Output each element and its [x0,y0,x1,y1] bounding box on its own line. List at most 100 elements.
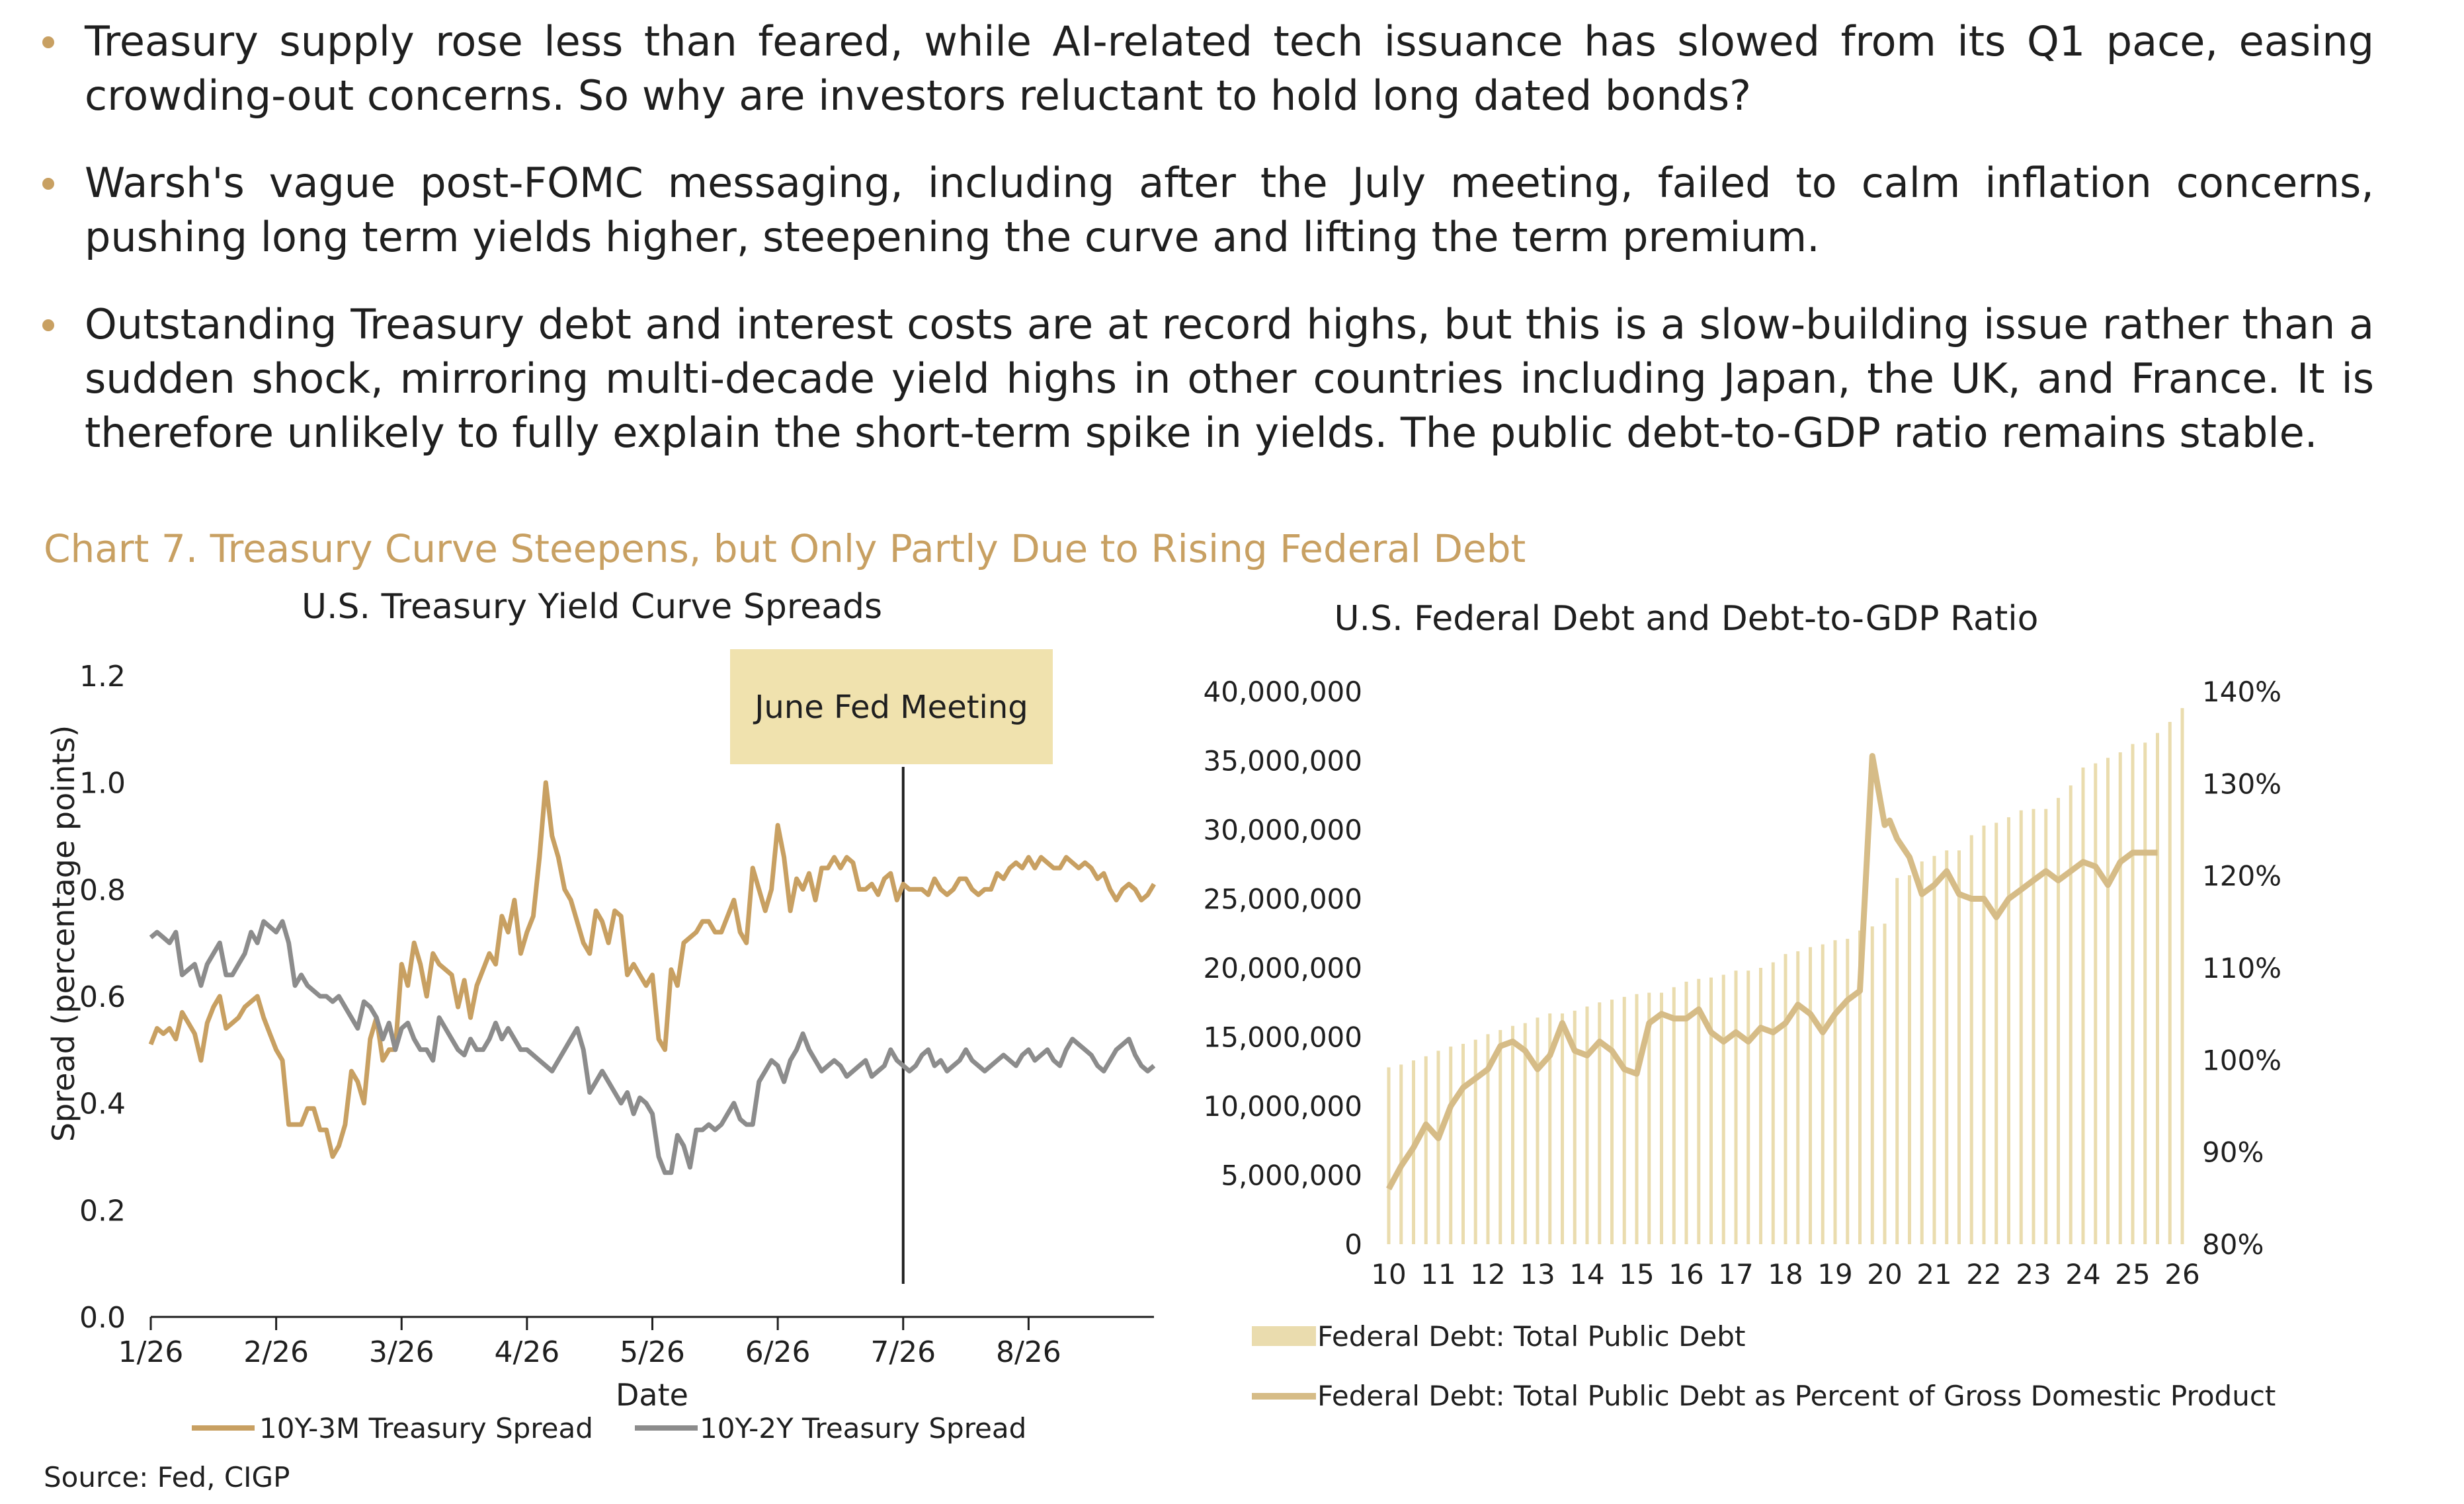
x-tick-label: 22 [1966,1258,2001,1290]
x-tick-label: 23 [2016,1258,2051,1290]
y-tick-label: 0.8 [79,873,126,907]
debt-bar [1957,850,1961,1244]
debt-bar [1660,992,1663,1244]
debt-bar [2032,809,2035,1244]
y-left-tick-label: 30,000,000 [1204,814,1362,846]
debt-bar [1635,994,1639,1244]
debt-bar [1846,939,1850,1244]
debt-bar [1746,970,1750,1244]
x-tick-label: 1/26 [118,1335,184,1369]
chart-heading: Chart 7. Treasury Curve Steepens, but On… [44,526,1526,571]
x-tick-label: 15 [1619,1258,1654,1290]
y-tick-label: 0.6 [79,980,126,1014]
debt-bar [1759,968,1762,1244]
x-axis-ticks: 10 11 12 13 14 15 16 17 18 19 20 21 22 23 24 25 26 [1371,1258,2199,1290]
debt-bar [1622,996,1626,1244]
x-tick-label: 20 [1867,1258,1902,1290]
debt-bar [2131,744,2135,1244]
debt-bar [1511,1025,1514,1244]
debt-bar [1499,1030,1502,1244]
y-right-tick-label: 140% [2202,676,2281,708]
x-tick-label: 13 [1520,1258,1555,1290]
debt-bar [2044,809,2048,1244]
debt-bar [1424,1056,1428,1244]
debt-bar [2057,797,2060,1244]
x-axis-ticks: 1/26 2/26 3/26 4/26 5/26 6/26 7/26 8/26 [118,1317,1061,1369]
debt-bar [1994,822,1998,1244]
debt-bar [1486,1034,1490,1244]
debt-bar [2156,732,2159,1244]
legend: 10Y-3M Treasury Spread 10Y-2Y Treasury S… [192,1412,1026,1445]
x-tick-label: 21 [1916,1258,1951,1290]
x-tick-label: 6/26 [745,1335,811,1369]
series-line-10y2y [149,919,1156,1175]
debt-bar [1561,1013,1564,1244]
debt-bar [1647,992,1651,1244]
series-line-debt-to-gdp [1386,753,2158,1191]
debt-bar [1833,940,1837,1244]
debt-bar [1436,1050,1440,1244]
x-axis-label: Date [616,1377,688,1413]
commentary-bullets: Treasury supply rose less than feared, w… [40,15,2374,493]
y-left-tick-label: 20,000,000 [1204,952,1362,984]
debt-bar [1784,954,1787,1244]
debt-bar [2106,758,2110,1244]
y-right-tick-label: 130% [2202,768,2281,800]
debt-bar [2143,742,2147,1244]
y-left-tick-label: 0 [1344,1228,1362,1261]
debt-bar [1536,1017,1540,1244]
federal-debt-chart: U.S. Federal Debt and Debt-to-GDP Ratio … [1204,599,2282,1412]
y-tick-label: 0.2 [79,1194,126,1228]
debt-bar [1672,987,1676,1244]
x-tick-label: 18 [1768,1258,1803,1290]
y-right-tick-label: 80% [2202,1228,2264,1261]
debt-bar [1387,1067,1391,1244]
debt-bar [1573,1010,1577,1244]
y-tick-label: 0.4 [79,1088,126,1121]
debt-bar [1982,825,1986,1244]
debt-bar [2094,763,2098,1244]
legend-label-10y3m: 10Y-3M Treasury Spread [259,1412,593,1445]
debt-bar [1969,835,1973,1244]
x-tick-label: 2/26 [243,1335,309,1369]
debt-bar [1697,978,1701,1244]
debt-bar [1449,1047,1453,1244]
debt-bar [1870,926,1874,1244]
debt-bar [1821,944,1825,1244]
chart-title: U.S. Federal Debt and Debt-to-GDP Ratio [1334,599,2038,639]
x-tick-label: 17 [1718,1258,1753,1290]
debt-bar [2019,810,2023,1244]
debt-bar [1945,850,1949,1244]
y-left-tick-label: 40,000,000 [1204,676,1362,708]
annotation-label: June Fed Meeting [753,689,1028,726]
debt-bar [1932,855,1936,1244]
debt-bar [2007,817,2010,1244]
x-tick-label: 26 [2164,1258,2199,1290]
debt-bar [1771,962,1775,1244]
debt-bar [1548,1013,1552,1244]
debt-bar [1920,861,1924,1244]
y-tick-label: 1.2 [79,660,126,693]
debt-bar [2118,752,2122,1244]
y-left-tick-label: 15,000,000 [1204,1021,1362,1054]
y-right-tick-label: 90% [2202,1136,2264,1169]
debt-bar [1709,977,1713,1244]
y-left-tick-label: 5,000,000 [1221,1160,1362,1192]
debt-bar [1796,951,1800,1244]
debt-bar [1585,1006,1589,1244]
debt-bar [1461,1043,1465,1244]
debt-bar [1473,1039,1477,1244]
legend-label-debt-to-gdp: Federal Debt: Total Public Debt as Perce… [1317,1380,2276,1412]
debt-bar [1908,875,1911,1244]
y-left-tick-label: 35,000,000 [1204,745,1362,777]
chart-title: U.S. Treasury Yield Curve Spreads [302,587,882,627]
x-tick-label: 19 [1817,1258,1852,1290]
x-tick-label: 8/26 [996,1335,1061,1369]
y-right-tick-label: 120% [2202,860,2281,892]
y-left-tick-label: 25,000,000 [1204,883,1362,916]
debt-bar [2168,721,2172,1244]
debt-bar [1610,1000,1614,1244]
yield-spread-chart: U.S. Treasury Yield Curve Spreads 0.0 0.2… [46,587,1157,1445]
debt-bar [2081,767,2085,1244]
